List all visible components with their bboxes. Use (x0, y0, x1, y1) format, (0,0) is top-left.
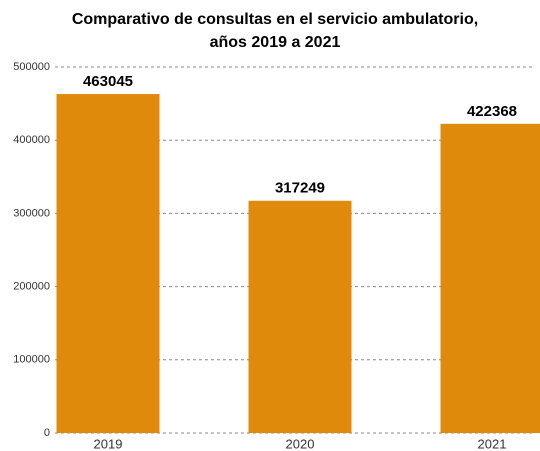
bar (440, 123, 540, 433)
y-tick-label: 0 (44, 427, 50, 439)
x-tick-label: 2021 (478, 436, 507, 451)
y-tick-label: 100000 (13, 354, 50, 366)
x-tick-label: 2020 (286, 436, 315, 451)
chart-title: años 2019 a 2021 (210, 34, 341, 51)
x-tick-label: 2019 (94, 436, 123, 451)
y-tick-label: 500000 (13, 61, 50, 73)
y-tick-label: 400000 (13, 134, 50, 146)
bar (56, 94, 160, 434)
bar (248, 200, 352, 433)
y-tick-label: 300000 (13, 207, 50, 219)
data-label: 422368 (467, 103, 517, 120)
data-label: 463045 (83, 73, 133, 90)
data-label: 317249 (275, 180, 325, 197)
y-tick-label: 200000 (13, 281, 50, 293)
chart-title: Comparativo de consultas en el servicio … (72, 11, 478, 28)
